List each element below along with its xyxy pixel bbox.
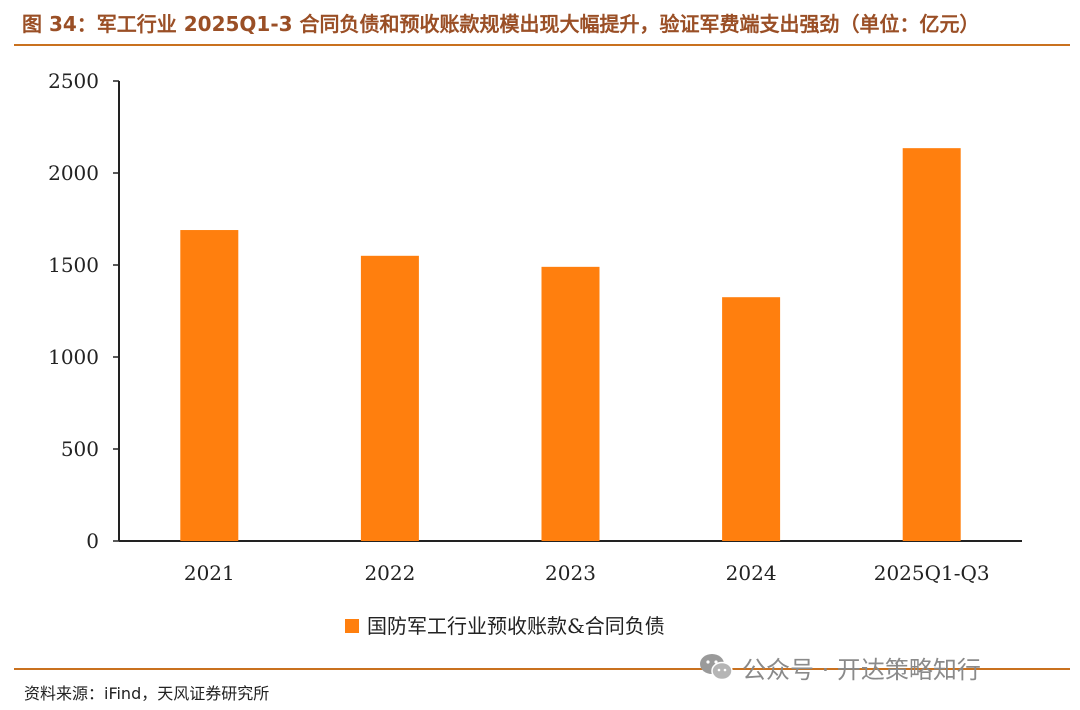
y-tick-label: 2500 [48,69,99,93]
legend-label: 国防军工行业预收账款&合同负债 [367,614,665,638]
legend: 国防军工行业预收账款&合同负债 [345,614,665,638]
y-tick-label: 1000 [48,345,99,369]
y-tick-label: 0 [86,529,99,553]
y-tick-label: 1500 [48,253,99,277]
y-tick-label: 2000 [48,161,99,185]
bar [180,230,239,542]
x-tick-label: 2022 [364,561,415,585]
bar [541,266,600,541]
x-tick-label: 2025Q1-Q3 [874,561,990,585]
bar [902,148,961,541]
figure-title: 图 34：军工行业 2025Q1-3 合同负债和预收账款规模出现大幅提升，验证军… [22,12,980,36]
title-rule [14,44,1070,46]
x-tick-label: 2023 [545,561,596,585]
watermark: 公众号 · 开达策略知行 [698,647,981,687]
bar-series [180,148,961,542]
x-axis-labels: 2021 2022 2023 2024 2025Q1-Q3 [184,561,990,585]
bar [360,255,419,542]
source-note: 资料来源：iFind，天风证券研究所 [24,684,270,703]
wechat-icon [700,654,733,681]
y-axis-ticks: 0 500 1000 1500 2000 2500 [48,69,119,553]
bar [722,297,781,541]
x-tick-label: 2021 [184,561,235,585]
watermark-text: 公众号 · 开达策略知行 [742,655,981,684]
x-tick-label: 2024 [726,561,777,585]
y-tick-label: 500 [61,437,99,461]
legend-swatch [345,619,359,633]
footer-rule [14,668,1070,670]
